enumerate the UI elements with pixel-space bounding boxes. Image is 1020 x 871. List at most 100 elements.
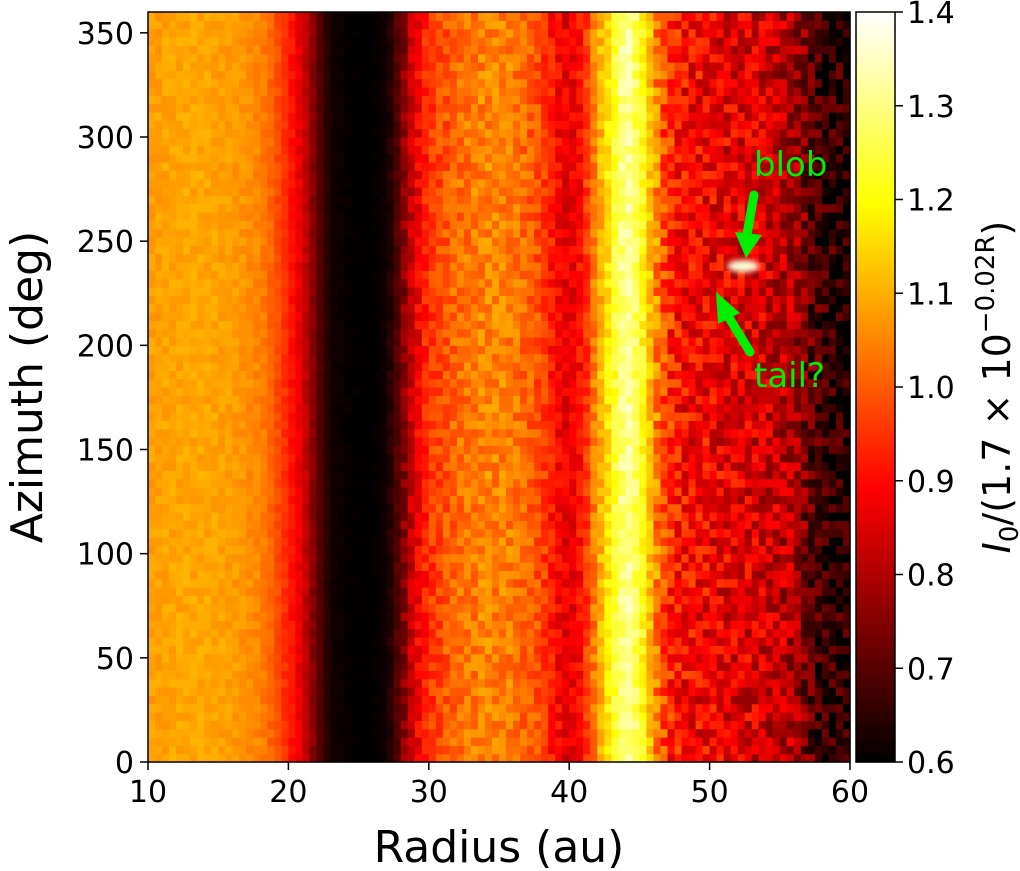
- heatmap-cell: [800, 753, 809, 763]
- heatmap-cell: [204, 403, 212, 413]
- heatmap-cell: [393, 470, 402, 480]
- heatmap-cell: [260, 587, 268, 596]
- heatmap-cell: [183, 587, 191, 596]
- heatmap-cell: [807, 753, 816, 763]
- heatmap-cell: [597, 378, 605, 388]
- heatmap-cell: [365, 712, 374, 721]
- heatmap-cell: [449, 720, 458, 730]
- heatmap-cell: [548, 420, 556, 430]
- heatmap-cell: [702, 687, 711, 696]
- heatmap-cell: [688, 578, 697, 588]
- heatmap-cell: [639, 537, 648, 546]
- heatmap-cell: [344, 420, 353, 430]
- heatmap-cell: [400, 662, 409, 671]
- heatmap-cell: [183, 403, 191, 413]
- heatmap-cell: [218, 745, 226, 755]
- heatmap-cell: [723, 637, 732, 646]
- heatmap-cell: [435, 653, 444, 663]
- heatmap-cell: [751, 662, 760, 671]
- heatmap-cell: [484, 628, 493, 638]
- heatmap-cell: [667, 745, 676, 755]
- heatmap-cell: [828, 470, 837, 480]
- heatmap-cell: [316, 395, 325, 405]
- heatmap-cell: [281, 728, 289, 738]
- heatmap-cell: [527, 595, 535, 605]
- heatmap-cell: [456, 695, 465, 705]
- heatmap-cell: [772, 395, 781, 405]
- heatmap-cell: [449, 737, 458, 746]
- heatmap-cell: [793, 678, 802, 688]
- heatmap-cell: [786, 653, 795, 663]
- heatmap-cell: [779, 528, 788, 538]
- heatmap-cell: [365, 587, 374, 596]
- heatmap-cell: [842, 462, 851, 471]
- heatmap-cell: [548, 753, 556, 763]
- heatmap-cell: [555, 412, 563, 421]
- heatmap-cell: [358, 612, 367, 621]
- heatmap-cell: [197, 537, 205, 546]
- heatmap-cell: [548, 495, 556, 505]
- heatmap-cell: [702, 370, 711, 380]
- heatmap-cell: [309, 662, 318, 671]
- heatmap-cell: [477, 362, 486, 371]
- heatmap-cell: [491, 403, 500, 413]
- heatmap-cell: [351, 562, 360, 571]
- heatmap-cell: [491, 387, 500, 396]
- heatmap-cell: [772, 370, 781, 380]
- heatmap-cell: [456, 428, 465, 438]
- heatmap-cell: [625, 537, 633, 546]
- heatmap-cell: [646, 637, 655, 646]
- heatmap-cell: [765, 495, 774, 505]
- heatmap-cell: [667, 545, 676, 555]
- heatmap-cell: [534, 562, 542, 571]
- heatmap-cell: [337, 578, 346, 588]
- heatmap-cell: [386, 487, 395, 496]
- heatmap-cell: [421, 545, 430, 555]
- heatmap-cell: [211, 737, 219, 746]
- heatmap-cell: [176, 345, 184, 355]
- heatmap-cell: [590, 570, 598, 580]
- heatmap-cell: [463, 387, 472, 396]
- heatmap-cell: [204, 370, 212, 380]
- heatmap-cell: [597, 620, 605, 630]
- heatmap-cell: [793, 403, 802, 413]
- heatmap-cell: [176, 753, 184, 763]
- heatmap-cell: [183, 520, 191, 530]
- heatmap-cell: [646, 412, 655, 421]
- heatmap-cell: [162, 453, 170, 463]
- heatmap-cell: [527, 453, 535, 463]
- heatmap-cell: [260, 578, 268, 588]
- heatmap-cell: [330, 520, 339, 530]
- heatmap-cell: [513, 462, 521, 471]
- heatmap-cell: [148, 387, 156, 396]
- heatmap-cell: [625, 462, 633, 471]
- heatmap-cell: [835, 403, 844, 413]
- heatmap-cell: [702, 703, 711, 713]
- heatmap-cell: [611, 695, 619, 705]
- heatmap-cell: [225, 653, 233, 663]
- heatmap-cell: [590, 728, 598, 738]
- heatmap-cell: [372, 662, 381, 671]
- heatmap-cell: [758, 612, 767, 621]
- heatmap-cell: [688, 603, 697, 613]
- heatmap-cell: [330, 745, 339, 755]
- heatmap-cell: [842, 420, 851, 430]
- heatmap-cell: [730, 695, 739, 705]
- heatmap-cell: [681, 487, 690, 496]
- heatmap-cell: [835, 512, 844, 521]
- heatmap-cell: [513, 670, 521, 680]
- heatmap-cell: [232, 703, 240, 713]
- heatmap-cell: [583, 378, 591, 388]
- heatmap-cell: [442, 445, 451, 455]
- heatmap-cell: [239, 645, 247, 655]
- heatmap-cell: [169, 345, 177, 355]
- heatmap-cell: [316, 462, 325, 471]
- heatmap-cell: [527, 495, 535, 505]
- heatmap-cell: [730, 453, 739, 463]
- heatmap-cell: [344, 528, 353, 538]
- heatmap-cell: [155, 470, 163, 480]
- heatmap-cell: [309, 637, 318, 646]
- heatmap-cell: [653, 578, 662, 588]
- heatmap-cell: [442, 678, 451, 688]
- heatmap-cell: [449, 628, 458, 638]
